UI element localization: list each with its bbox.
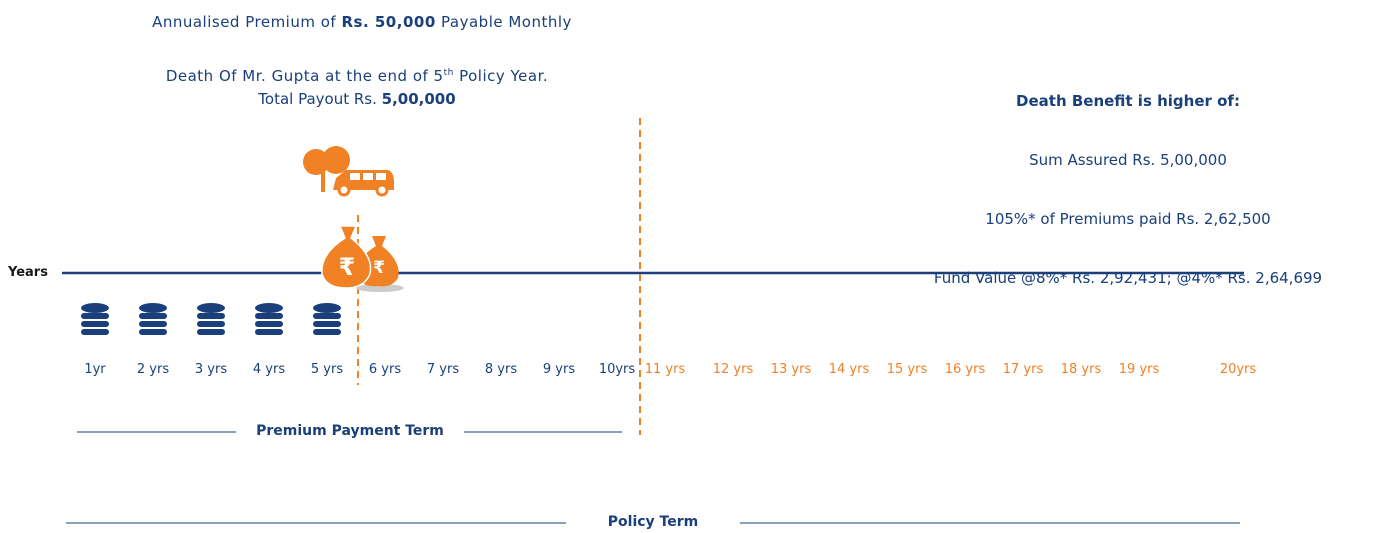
money-bags: ₹ ₹ [321,225,404,292]
year-label: 4 yrs [252,362,286,377]
benefit-block: Death Benefit is higher of: Sum Assured … [934,56,1322,305]
axis-label: Years [8,265,48,280]
year-label: 11 yrs [644,362,686,377]
year-label: 1yr [84,362,106,377]
year-label: 18 yrs [1060,362,1102,377]
text: 5,00,000 [381,90,456,108]
text: Payable Monthly [435,13,572,31]
text: Total Payout Rs. [258,90,382,108]
premium-term-label: Premium Payment Term [256,423,444,439]
rupee-symbol: ₹ [339,253,356,281]
year-label: 6 yrs [368,362,402,377]
text: Policy Year. [453,67,549,85]
benefit-title: Death Benefit is higher of: [1016,92,1240,110]
premium-line: Annualised Premium of Rs. 50,000 Payable… [152,13,572,31]
year-label: 20yrs [1219,362,1257,377]
year-label: 19 yrs [1118,362,1160,377]
text: th [443,68,454,78]
coin-stacks [81,303,341,335]
year-label: 5 yrs [310,362,344,377]
year-label: 10yrs [598,362,636,377]
year-label: 9 yrs [542,362,576,377]
year-label: 17 yrs [1002,362,1044,377]
year-label: 15 yrs [886,362,928,377]
text: Annualised Premium of [152,13,342,31]
death-line: Death Of Mr. Gupta at the end of 5th Pol… [166,67,548,85]
year-label: 12 yrs [712,362,754,377]
payout-line: Total Payout Rs. 5,00,000 [258,90,455,108]
benefit-line: Sum Assured Rs. 5,00,000 [1029,151,1227,169]
policy-term-label: Policy Term [607,514,699,530]
tree-car-icon [303,146,394,197]
year-label: 14 yrs [828,362,870,377]
benefit-line: Fund Value @8%* Rs. 2,92,431; @4%* Rs. 2… [933,269,1323,287]
benefit-line: 105%* of Premiums paid Rs. 2,62,500 [985,210,1271,228]
year-label: 16 yrs [944,362,986,377]
rupee-symbol: ₹ [373,258,385,278]
year-label: 7 yrs [426,362,460,377]
text: Death Of Mr. Gupta at the end of 5 [165,67,444,85]
text: Rs. 50,000 [341,13,436,31]
year-label: 8 yrs [484,362,518,377]
year-label: 2 yrs [136,362,170,377]
year-label: 13 yrs [770,362,812,377]
year-label: 3 yrs [194,362,228,377]
